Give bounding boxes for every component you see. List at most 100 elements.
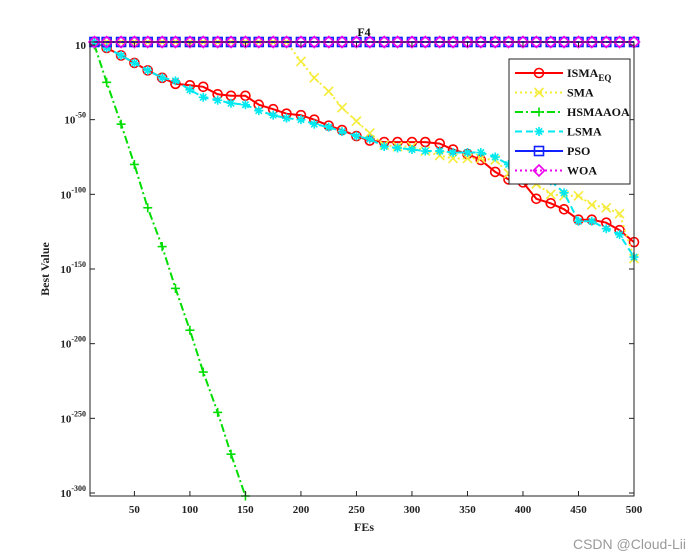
x-tick-label: 500	[626, 504, 643, 516]
legend-marker	[532, 163, 546, 178]
legend-marker	[533, 145, 545, 157]
data-point-woa	[183, 35, 197, 49]
legend-entry-isma: ISMAEQ	[515, 66, 611, 83]
legend-entry-woa: WOA	[515, 164, 597, 178]
legend-entry-sma: SMA	[515, 86, 594, 100]
data-point-woa	[294, 35, 308, 49]
data-point-lsma	[185, 85, 195, 95]
data-point-lsma	[379, 142, 389, 152]
data-point-woa	[557, 35, 571, 49]
x-tick-label: 350	[459, 504, 476, 516]
data-point-sma	[336, 102, 348, 113]
data-point-sma	[573, 190, 584, 201]
x-tick-label: 150	[237, 504, 254, 516]
data-point-lsma	[116, 50, 126, 60]
data-point-lsma	[435, 146, 445, 156]
x-tick-label: 250	[348, 504, 365, 516]
series-line-sma	[94, 41, 635, 259]
data-point-sma	[545, 189, 556, 200]
data-point-woa	[405, 35, 419, 49]
data-point-lsma	[129, 58, 139, 68]
data-point-lsma	[240, 100, 250, 110]
data-point-woa	[433, 35, 447, 49]
data-point-lsma	[601, 224, 611, 234]
data-point-woa	[155, 35, 169, 49]
y-tick-label: 10-200	[60, 335, 86, 351]
data-point-woa	[363, 35, 377, 49]
data-point-lsma	[170, 76, 180, 86]
data-point-lsma	[213, 95, 223, 105]
data-point-sma	[309, 72, 320, 83]
data-point-woa	[279, 35, 294, 49]
legend-label: WOA	[567, 164, 597, 178]
legend-label: HSMAAOA	[567, 105, 630, 119]
y-axis-label: Best Value	[38, 241, 52, 295]
x-tick-label: 450	[570, 504, 587, 516]
data-point-hsmaaoa	[143, 203, 153, 213]
y-tick-label: 10-150	[60, 260, 86, 276]
data-point-woa	[544, 35, 558, 49]
legend-label: ISMAEQ	[567, 66, 611, 83]
data-point-woa	[529, 35, 543, 49]
data-point-lsma	[143, 65, 153, 75]
data-point-lsma	[448, 148, 458, 158]
data-point-woa	[390, 35, 405, 49]
legend-marker	[534, 127, 544, 136]
data-point-woa	[322, 35, 336, 49]
series-woa	[87, 35, 641, 49]
y-tick-label: 10	[75, 40, 87, 52]
data-point-hsmaaoa	[185, 325, 195, 335]
data-point-woa	[141, 35, 155, 49]
data-point-lsma	[476, 148, 486, 158]
data-point-sma	[614, 208, 625, 219]
legend-entry-hsmaaoa: HSMAAOA	[515, 105, 630, 119]
y-tick-label: 10-50	[64, 111, 86, 127]
data-point-woa	[474, 35, 488, 49]
legend-box	[508, 58, 631, 185]
x-tick-label: 200	[293, 504, 310, 516]
data-point-lsma	[157, 73, 167, 83]
x-tick-label: 300	[404, 504, 421, 516]
data-point-hsmaaoa	[213, 407, 223, 417]
y-tick-label: 10-250	[60, 409, 86, 425]
data-point-woa	[446, 35, 460, 49]
data-point-sma	[586, 199, 597, 210]
data-point-woa	[211, 35, 225, 49]
x-tick-label: 400	[515, 504, 532, 516]
data-point-lsma	[490, 152, 500, 162]
data-point-isma	[489, 166, 501, 178]
data-point-sma	[323, 86, 334, 97]
data-point-isma	[558, 203, 570, 215]
y-tick-label: 10-300	[60, 484, 86, 500]
data-point-woa	[168, 35, 183, 49]
data-point-woa	[238, 35, 253, 49]
data-point-woa	[418, 35, 432, 49]
data-point-lsma	[573, 216, 583, 226]
data-point-woa	[224, 35, 238, 49]
data-point-lsma	[365, 134, 375, 144]
data-point-isma	[531, 193, 542, 205]
x-tick-label: 100	[182, 504, 199, 516]
data-point-lsma	[337, 127, 347, 137]
series-line-hsmaaoa	[93, 44, 247, 497]
data-point-woa	[501, 35, 516, 49]
y-tick-label: 10-100	[60, 185, 86, 201]
data-point-woa	[460, 35, 475, 49]
x-tick-label: 50	[129, 504, 141, 516]
data-point-woa	[87, 35, 102, 49]
legend-marker	[533, 67, 545, 79]
data-point-lsma	[615, 230, 625, 240]
data-point-woa	[516, 35, 530, 49]
data-point-hsmaaoa	[116, 119, 126, 129]
legend-entry-pso: PSO	[515, 144, 590, 158]
legend-marker	[534, 107, 544, 117]
data-point-lsma	[282, 113, 292, 123]
data-point-hsmaaoa	[198, 367, 208, 377]
data-point-lsma	[254, 106, 264, 116]
data-point-hsmaaoa	[129, 159, 139, 169]
data-point-lsma	[587, 216, 597, 226]
data-point-woa	[266, 35, 280, 49]
data-point-hsmaaoa	[226, 449, 236, 459]
data-point-woa	[100, 35, 114, 49]
